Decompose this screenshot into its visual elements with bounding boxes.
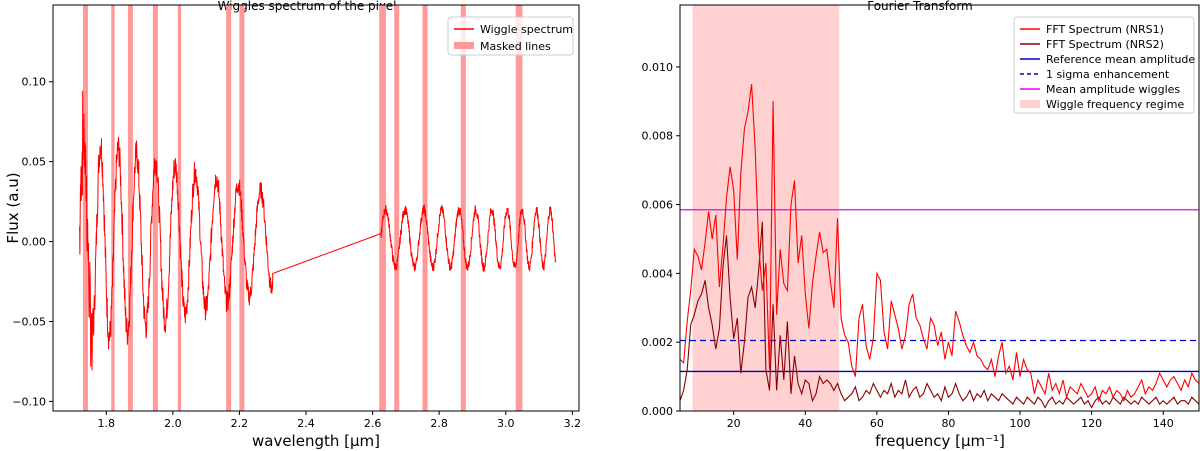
right-title: Fourier Transform <box>867 0 973 13</box>
right-y-tick-label: 0.002 <box>642 336 674 349</box>
left-title: Wiggles spectrum of the pixel <box>218 0 397 13</box>
left-y-tick-label: 0.10 <box>22 76 47 89</box>
left-y-tick-label: 0.05 <box>22 156 47 169</box>
left-wiggle-line <box>79 90 557 371</box>
fft-nrs1-line <box>679 84 1200 403</box>
right-y-tick-label: 0.010 <box>642 61 674 74</box>
left-x-tick-label: 3.2 <box>564 417 582 430</box>
left-legend: Wiggle spectrum Masked lines <box>447 16 574 56</box>
right-legend-label: FFT Spectrum (NRS2) <box>1046 38 1164 51</box>
masked-line-band-9 <box>422 5 428 411</box>
right-x-tick-label: 40 <box>798 417 812 430</box>
right-legend-label: Mean amplitude wiggles <box>1046 83 1180 96</box>
left-legend-label-masked: Masked lines <box>480 40 551 53</box>
right-x-tick-label: 80 <box>941 417 955 430</box>
right-y-tick-label: 0.000 <box>642 405 674 418</box>
left-x-tick-label: 2.0 <box>164 417 182 430</box>
fft-nrs2-line <box>679 221 1200 409</box>
right-legend-label: Reference mean amplitude <box>1046 53 1195 66</box>
left-y-axis-label: Flux (a.u) <box>4 172 22 243</box>
right-x-tick-label: 100 <box>1010 417 1031 430</box>
right-axes-frame <box>679 4 1200 412</box>
left-x-tick-label: 2.4 <box>297 417 315 430</box>
left-x-tick-label: 2.2 <box>231 417 249 430</box>
left-axes-frame <box>52 4 580 412</box>
left-x-tick-label: 2.8 <box>430 417 448 430</box>
right-x-tick-label: 20 <box>727 417 741 430</box>
right-legend-label: Wiggle frequency regime <box>1046 98 1184 111</box>
masked-line-band-1 <box>111 5 115 411</box>
masked-line-band-2 <box>127 5 133 411</box>
left-x-tick-label: 1.8 <box>98 417 116 430</box>
right-x-axis-label: frequency [μm⁻¹] <box>875 432 1005 450</box>
right-legend-box <box>1013 16 1195 114</box>
right-x-tick-label: 140 <box>1153 417 1174 430</box>
right-y-tick-label: 0.006 <box>642 199 674 212</box>
left-y-ticks: −0.10 −0.05 0.00 0.05 0.10 <box>12 76 53 408</box>
left-y-tick-label: 0.00 <box>22 236 47 249</box>
right-x-ticks: 20 40 60 80 100 120 140 <box>727 411 1174 430</box>
right-x-tick-label: 120 <box>1081 417 1102 430</box>
masked-line-band-11 <box>515 5 523 411</box>
masked-line-band-5 <box>226 5 232 411</box>
left-x-tick-label: 3.0 <box>497 417 515 430</box>
right-panel: Fourier Transform 20 40 60 80 100 120 140 0.00… <box>642 0 1200 450</box>
right-legend-label: 1 sigma enhancement <box>1046 68 1170 81</box>
left-x-ticks: 1.8 2.0 2.2 2.4 2.6 2.8 3.0 3.2 <box>98 411 582 430</box>
masked-line-band-3 <box>152 5 158 411</box>
masked-line-band-7 <box>379 5 386 411</box>
right-legend-label: FFT Spectrum (NRS1) <box>1046 23 1164 36</box>
left-y-tick-label: −0.10 <box>12 395 46 408</box>
right-y-ticks: 0.000 0.002 0.004 0.006 0.008 0.010 <box>642 61 680 418</box>
right-x-tick-label: 60 <box>870 417 884 430</box>
left-y-tick-label: −0.05 <box>12 315 46 328</box>
left-legend-label-wiggle: Wiggle spectrum <box>480 23 573 36</box>
right-legend-swatch <box>1020 100 1040 108</box>
left-legend-patch-swatch <box>454 42 474 49</box>
right-legend: FFT Spectrum (NRS1) FFT Spectrum (NRS2) Re… <box>1013 16 1195 114</box>
left-x-tick-label: 2.6 <box>364 417 382 430</box>
left-masked-lines <box>82 5 523 411</box>
left-x-axis-label: wavelength [μm] <box>252 432 380 450</box>
right-y-tick-label: 0.004 <box>642 267 674 280</box>
masked-line-band-8 <box>394 5 400 411</box>
masked-line-band-4 <box>177 5 182 411</box>
right-y-tick-label: 0.008 <box>642 130 674 143</box>
left-legend-box <box>447 16 574 56</box>
masked-line-band-10 <box>460 5 466 411</box>
masked-line-band-0 <box>82 5 88 411</box>
left-panel: Wiggles spectrum of the pixel 1.8 2.0 2.2 2… <box>4 0 581 450</box>
